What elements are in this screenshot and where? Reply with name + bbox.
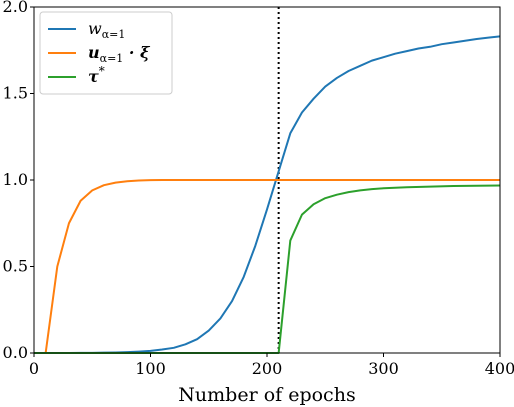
legend: wα=1uα=1 · ξτ* bbox=[39, 11, 173, 95]
legend-label-0: wα=1 bbox=[88, 19, 125, 41]
x-axis-title: Number of epochs bbox=[178, 384, 355, 406]
y-tick-label: 0.0 bbox=[3, 343, 28, 362]
x-tick-label: 400 bbox=[485, 359, 514, 378]
legend-label-1: uα=1 · ξ bbox=[88, 43, 151, 65]
axes-layer: 0 100 200 300 400 0.0 0.5 1.0 1.5 2.0 bbox=[3, 0, 514, 378]
x-tick-label: 300 bbox=[368, 359, 399, 378]
y-tick-label: 1.0 bbox=[3, 170, 28, 189]
series-line-1 bbox=[34, 179, 500, 354]
y-tick-label: 1.5 bbox=[3, 84, 28, 103]
x-tick-label: 100 bbox=[135, 359, 166, 378]
y-tick-label: 2.0 bbox=[3, 0, 28, 16]
legend-box bbox=[39, 11, 173, 95]
y-tick-label: 0.5 bbox=[3, 257, 28, 276]
x-tick-label: 200 bbox=[252, 359, 283, 378]
x-tick-label: 0 bbox=[29, 359, 39, 378]
legend-label-2: τ* bbox=[88, 64, 105, 86]
